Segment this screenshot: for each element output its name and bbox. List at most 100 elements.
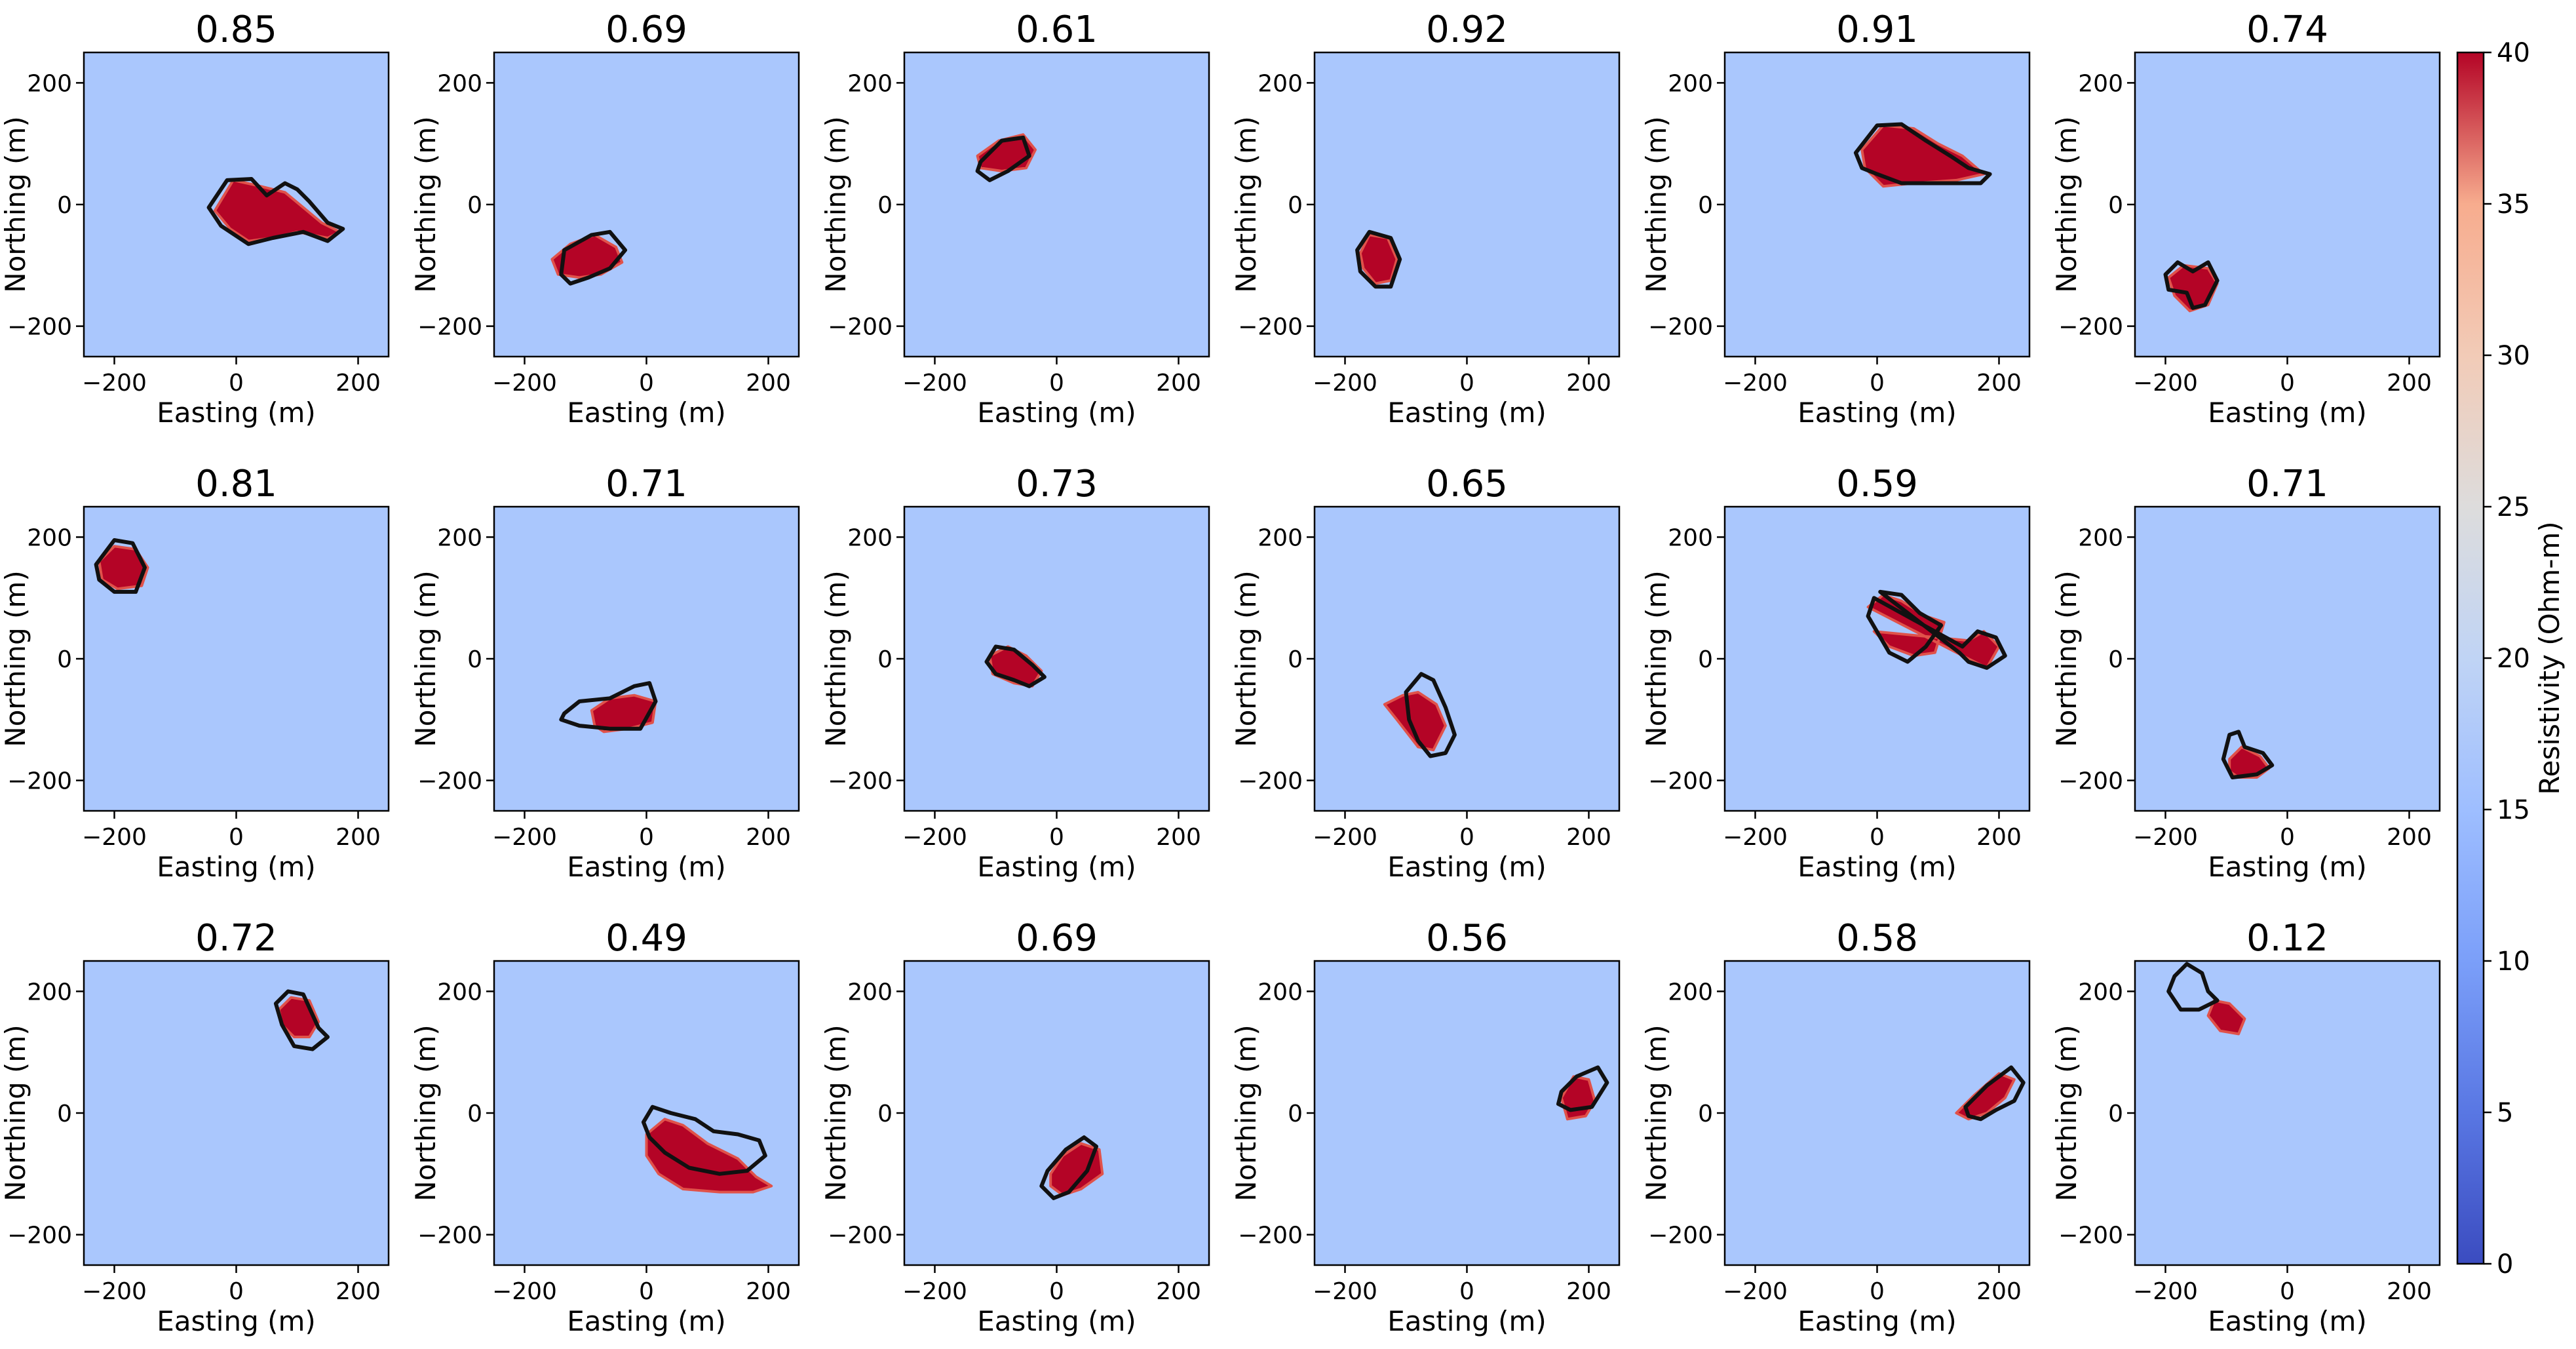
y-axis-label: Northing (m): [0, 570, 31, 747]
x-tick-label: 200: [746, 824, 791, 851]
y-tick-label: 200: [27, 979, 72, 1006]
x-tick-label: 0: [1459, 824, 1474, 851]
y-tick-label: 0: [2108, 1101, 2123, 1127]
colorbar-tick-label: 25: [2497, 492, 2530, 522]
panel-title: 0.71: [606, 463, 687, 505]
x-tick-label: 0: [2280, 370, 2295, 397]
panel-title: 0.65: [1426, 463, 1508, 505]
panel-15: 0.69 −200 0 200 −200 0 200 Easting (m) Northing …: [820, 917, 1210, 1337]
y-tick-label: 200: [847, 524, 893, 551]
y-axis-label: Northing (m): [410, 116, 442, 292]
panel-background: [2135, 507, 2440, 811]
x-axis-label: Easting (m): [567, 397, 726, 429]
true-anomaly-outline: [1853, 122, 1992, 186]
x-tick-label: −200: [1723, 370, 1788, 397]
panel-title: 0.85: [195, 9, 277, 51]
x-tick-label: −200: [902, 824, 967, 851]
y-axis-label: Northing (m): [410, 570, 442, 747]
true-anomaly-outline: [559, 229, 627, 286]
x-tick-label: −200: [82, 1278, 147, 1305]
x-tick-label: 0: [1870, 370, 1885, 397]
panel-7: 0.81 −200 0 200 −200 0 200 Easting (m) Northing …: [0, 463, 390, 883]
y-tick-label: 0: [467, 192, 482, 219]
x-axis-label: Easting (m): [1797, 1305, 1957, 1337]
panel-title: 0.72: [195, 917, 277, 960]
x-tick-label: 200: [2387, 1278, 2432, 1305]
x-tick-label: 200: [746, 1278, 791, 1305]
predicted-anomaly: [1049, 1142, 1104, 1197]
x-tick-label: 0: [2280, 1278, 2295, 1305]
x-tick-label: 0: [1049, 370, 1064, 397]
x-tick-label: −200: [82, 824, 147, 851]
y-tick-label: 0: [1698, 192, 1713, 219]
panel-16: 0.56 −200 0 200 −200 0 200 Easting (m) Northing …: [1230, 917, 1621, 1337]
true-anomaly-outline: [1404, 672, 1457, 758]
y-tick-label: 0: [57, 1101, 72, 1127]
true-anomaly-outline: [1866, 589, 2007, 670]
y-tick-label: −200: [7, 314, 72, 341]
panel-title: 0.81: [195, 463, 277, 505]
true-anomaly-outline: [641, 1105, 767, 1176]
x-axis-label: Easting (m): [2208, 397, 2367, 429]
true-anomaly-outline: [559, 681, 658, 731]
panel-title: 0.49: [606, 917, 687, 960]
x-tick-label: 0: [639, 824, 654, 851]
y-tick-label: −200: [1238, 314, 1303, 341]
x-tick-label: −200: [82, 370, 147, 397]
y-tick-label: 200: [1668, 524, 1713, 551]
x-tick-label: 0: [639, 1278, 654, 1305]
panel-6: 0.74 −200 0 200 −200 0 200 Easting (m) Northing …: [2050, 9, 2441, 429]
predicted-anomaly: [2167, 264, 2219, 313]
y-axis-label: Northing (m): [1640, 570, 1672, 747]
colorbar-tick-label: 40: [2497, 38, 2530, 68]
panel-background: [84, 961, 389, 1265]
true-anomaly-outline: [1039, 1135, 1098, 1200]
x-tick-label: 200: [336, 370, 381, 397]
y-tick-label: 0: [877, 1101, 893, 1127]
panel-12: 0.71 −200 0 200 −200 0 200 Easting (m) Northing …: [2050, 463, 2441, 883]
x-tick-label: −200: [902, 1278, 967, 1305]
x-tick-label: −200: [1723, 824, 1788, 851]
panel-18: 0.12 −200 0 200 −200 0 200 Easting (m) Northing …: [2050, 917, 2441, 1337]
panel-title: 0.56: [1426, 917, 1508, 960]
y-axis-label: Northing (m): [1230, 116, 1262, 292]
x-tick-label: 0: [639, 370, 654, 397]
x-tick-label: −200: [492, 1278, 557, 1305]
y-tick-label: 200: [847, 979, 893, 1006]
x-tick-label: 0: [229, 824, 244, 851]
x-tick-label: 200: [1976, 370, 2022, 397]
y-tick-label: −200: [2058, 1222, 2123, 1249]
true-anomaly-outline: [94, 538, 147, 594]
x-axis-label: Easting (m): [1797, 851, 1957, 883]
y-tick-label: −200: [7, 1222, 72, 1249]
colorbar-tick-label: 0: [2497, 1249, 2513, 1280]
y-tick-label: 200: [1258, 524, 1303, 551]
x-tick-label: 0: [1870, 824, 1885, 851]
y-axis-label: Northing (m): [1640, 1025, 1672, 1201]
x-tick-label: 0: [229, 1278, 244, 1305]
x-tick-label: −200: [2133, 1278, 2198, 1305]
y-axis-label: Northing (m): [2050, 1025, 2083, 1201]
y-tick-label: −200: [417, 768, 482, 795]
x-tick-label: −200: [492, 370, 557, 397]
panel-13: 0.72 −200 0 200 −200 0 200 Easting (m) Northing …: [0, 917, 390, 1337]
y-tick-label: 200: [847, 70, 893, 97]
x-tick-label: 0: [1459, 1278, 1474, 1305]
x-tick-label: 200: [1976, 1278, 2022, 1305]
true-anomaly-outline: [273, 989, 330, 1051]
y-tick-label: 200: [27, 524, 72, 551]
y-tick-label: 200: [2078, 524, 2123, 551]
x-tick-label: 200: [1566, 370, 1611, 397]
y-tick-label: 200: [2078, 979, 2123, 1006]
y-tick-label: 0: [877, 192, 893, 219]
x-tick-label: −200: [1313, 1278, 1377, 1305]
true-anomaly-outline: [1963, 1065, 2026, 1122]
y-tick-label: 0: [1288, 1101, 1303, 1127]
x-tick-label: 0: [229, 370, 244, 397]
predicted-anomaly: [2206, 999, 2246, 1036]
x-axis-label: Easting (m): [567, 1305, 726, 1337]
y-tick-label: 0: [2108, 192, 2123, 219]
y-axis-label: Northing (m): [0, 1025, 31, 1201]
true-anomaly-outline: [1355, 229, 1402, 289]
